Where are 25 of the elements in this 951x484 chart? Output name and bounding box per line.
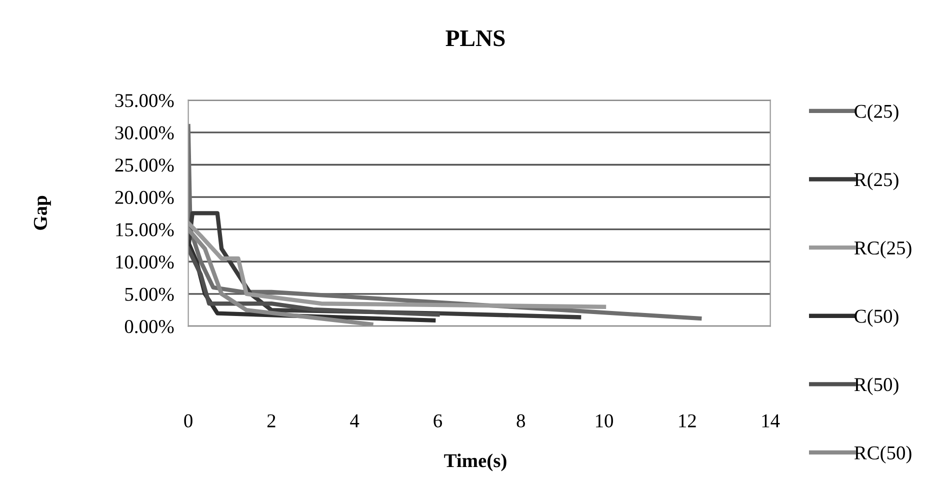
x-tick-label: 12 (679, 414, 696, 428)
y-tick-label: 5.00% (125, 288, 174, 301)
legend-label: C(25) (854, 104, 898, 122)
x-tick-label: 0 (184, 414, 192, 428)
y-tick-label: 10.00% (116, 255, 174, 269)
x-tick-label: 2 (267, 414, 276, 428)
x-tick-label: 14 (762, 414, 780, 428)
legend-label: RC(25) (854, 240, 912, 258)
chart-title: PLNS (446, 30, 505, 46)
x-tick-label: 8 (516, 414, 525, 428)
x-tick-label: 4 (350, 414, 360, 428)
legend-label: C(50) (854, 309, 898, 327)
y-tick-label: 30.00% (115, 126, 174, 140)
legend-label: R(50) (854, 377, 898, 396)
y-tick-label: 35.00% (115, 94, 174, 108)
y-axis-title: Gap (34, 196, 51, 230)
x-tick-label: 6 (434, 414, 442, 428)
x-tick-label: 10 (596, 414, 613, 428)
legend-label: R(25) (854, 172, 898, 190)
y-tick-label: 15.00% (116, 223, 174, 236)
y-tick-label: 25.00% (115, 158, 174, 172)
x-axis-title: Time(s) (444, 454, 506, 472)
y-tick-label: 0.00% (124, 320, 174, 334)
legend-label: RC(50) (854, 446, 912, 464)
y-tick-label: 20.00% (115, 190, 174, 204)
